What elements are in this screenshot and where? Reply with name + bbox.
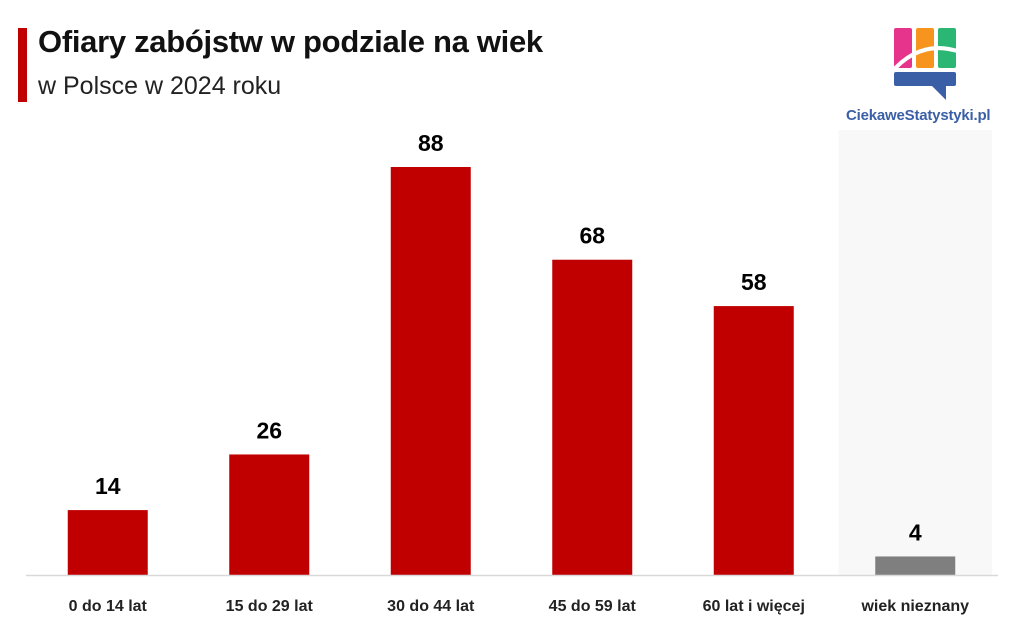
x-tick-label-0: 0 do 14 lat bbox=[69, 598, 148, 615]
data-label-1: 26 bbox=[256, 417, 282, 443]
bar-4 bbox=[713, 306, 794, 575]
data-label-4: 58 bbox=[741, 269, 767, 295]
x-tick-label-1: 15 do 29 lat bbox=[226, 598, 314, 615]
bar-5 bbox=[875, 556, 956, 575]
x-tick-label-2: 30 do 44 lat bbox=[387, 598, 475, 615]
bar-0 bbox=[67, 510, 148, 575]
data-label-0: 14 bbox=[95, 473, 121, 499]
data-label-3: 68 bbox=[579, 223, 605, 249]
bar-2 bbox=[390, 167, 471, 575]
data-label-2: 88 bbox=[418, 130, 444, 156]
title-accent-bar bbox=[18, 28, 27, 102]
chart-title: Ofiary zabójstw w podziale na wiek bbox=[38, 24, 543, 59]
chart-subtitle: w Polsce w 2024 roku bbox=[38, 72, 282, 100]
x-tick-label-3: 45 do 59 lat bbox=[549, 598, 637, 615]
data-label-5: 4 bbox=[909, 519, 922, 545]
bar-3 bbox=[552, 259, 633, 575]
brand-name: CiekaweStatystyki.pl bbox=[846, 107, 991, 124]
unknown-category-band bbox=[838, 130, 992, 575]
bar-1 bbox=[229, 454, 310, 575]
x-tick-label-5: wiek nieznany bbox=[860, 598, 969, 615]
x-tick-label-4: 60 lat i więcej bbox=[703, 598, 805, 615]
ciekawestatystyki-logo-icon bbox=[887, 28, 963, 100]
